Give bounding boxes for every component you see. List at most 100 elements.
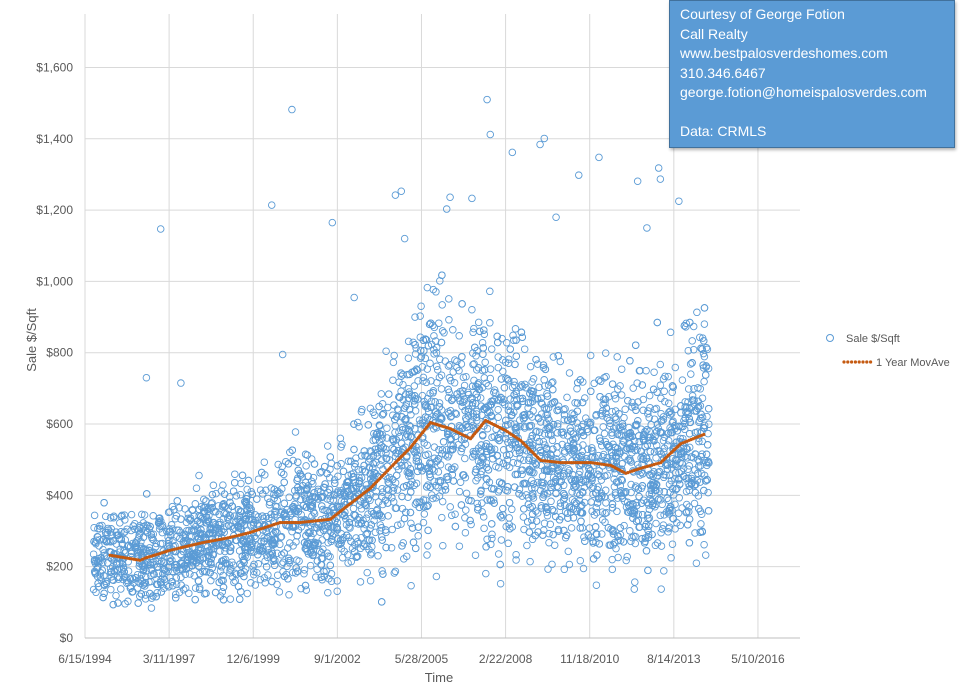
scatter-point [542,405,551,414]
scatter-point [636,366,644,375]
scatter-point [661,372,669,381]
scatter-point [177,515,185,523]
scatter-point [402,414,410,423]
scatter-point [90,511,99,520]
scatter-point [669,417,677,425]
scatter-point [628,533,636,542]
scatter-point [182,564,190,573]
y-tick-label: $0 [60,631,74,645]
scatter-point [520,441,529,449]
scatter-point [411,340,419,349]
scatter-point [421,451,430,459]
scatter-point [137,590,145,598]
scatter-point [371,528,380,537]
scatter-point [549,353,558,361]
scatter-point [211,588,220,597]
scatter-point [577,517,585,526]
scatter-point [668,382,677,390]
scatter-point [694,469,702,478]
scatter-point [190,572,199,580]
scatter-point [451,432,460,441]
scatter-point [147,571,155,580]
scatter-point [426,473,434,481]
scatter-point [539,437,548,446]
scatter-point [638,510,647,519]
scatter-point [578,501,586,509]
scatter-point [510,336,518,345]
scatter-point [371,445,380,453]
scatter-point [230,578,238,587]
scatter-point [382,543,390,552]
scatter-point [139,533,148,541]
scatter-point [200,495,208,504]
credit-line: www.bestpalosverdeshomes.com [680,45,888,61]
scatter-point [558,440,567,449]
scatter-point [411,313,419,321]
scatter-point [164,563,173,571]
scatter-point [630,437,639,446]
scatter-point [272,491,280,499]
scatter-point [506,407,515,416]
scatter-point [432,288,440,296]
scatter-point [695,504,703,513]
scatter-point [260,458,269,466]
scatter-point [632,420,641,429]
scatter-point [364,458,373,466]
scatter-point [333,524,342,532]
scatter-point [595,153,603,162]
scatter-point [697,520,705,528]
scatter-point [374,498,383,506]
scatter-point [306,495,314,504]
scatter-point [209,545,218,553]
legend-marker-movave [842,360,873,364]
scatter-point [508,383,517,392]
scatter-point [445,295,453,303]
scatter-point [560,526,568,535]
scatter-point [646,447,655,456]
x-tick-label: 8/14/2013 [647,652,701,666]
movave-point [141,557,145,561]
scatter-point [225,521,233,530]
scatter-point [94,579,102,588]
scatter-point [608,565,617,574]
scatter-point [160,565,168,573]
scatter-point [232,517,240,526]
scatter-point [457,447,465,456]
scatter-point [586,466,595,475]
scatter-point [416,346,425,355]
scatter-point [565,560,574,569]
scatter-point [501,400,509,409]
scatter-point [603,440,611,449]
scatter-point [593,485,602,494]
scatter-point [540,430,549,438]
scatter-point [294,458,302,466]
movave-point [287,520,291,525]
scatter-point [343,478,351,487]
scatter-point [503,487,512,495]
scatter-point [461,406,469,415]
scatter-point [608,429,616,437]
scatter-point [614,532,622,541]
scatter-point [350,420,358,428]
scatter-point [242,515,250,523]
scatter-point [700,540,708,549]
scatter-point [602,372,610,381]
scatter-point [477,486,485,495]
scatter-point [639,406,647,415]
scatter-point [613,353,621,361]
scatter-point [560,415,568,424]
scatter-point [345,523,353,531]
scatter-point [480,366,489,374]
scatter-point [99,593,107,602]
scatter-point [658,416,666,425]
scatter-point [682,508,690,517]
legend-label-movave: 1 Year MovAve [876,357,950,369]
scatter-point [389,498,398,506]
scatter-point [611,443,620,452]
scatter-point [389,411,397,419]
scatter-point [152,580,161,589]
scatter-point [551,512,560,521]
legend-dot [850,360,854,364]
scatter-point [177,559,185,567]
scatter-point [459,471,467,479]
